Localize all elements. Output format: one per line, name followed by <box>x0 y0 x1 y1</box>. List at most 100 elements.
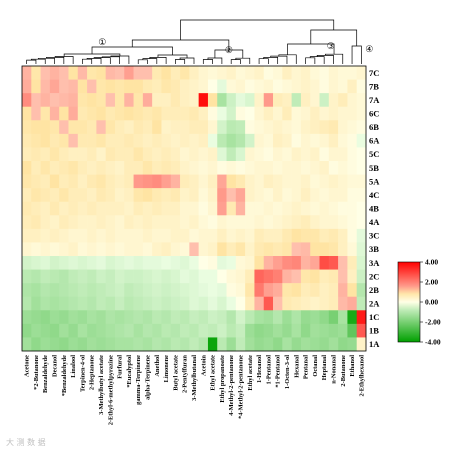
heatmap-cell <box>273 256 283 270</box>
heatmap-cell <box>68 147 79 162</box>
heatmap-cell <box>254 228 265 243</box>
heatmap-cell <box>31 161 41 175</box>
heatmap-border <box>21 65 367 352</box>
dendrogram-branch <box>179 57 195 64</box>
heatmap-cell <box>59 120 69 135</box>
dendrogram-branch <box>180 19 335 40</box>
column-label: 4-Methyl-2-pentanone <box>228 355 235 416</box>
heatmap-cell <box>59 215 69 230</box>
heatmap-cell <box>235 215 246 230</box>
dendrogram-branch <box>230 59 241 64</box>
heatmap-cell <box>273 188 283 203</box>
heatmap-cell <box>87 337 97 352</box>
column-label: Acetoin <box>200 355 207 376</box>
heatmap-cell <box>40 133 51 148</box>
heatmap-cell <box>310 269 320 284</box>
heatmap-cell <box>263 93 274 108</box>
heatmap-cell <box>68 310 79 325</box>
heatmap-cell <box>198 147 209 162</box>
heatmap-cell <box>59 133 69 148</box>
dendrogram-branch <box>131 39 230 50</box>
heatmap-cell <box>161 188 172 203</box>
heatmap-cell <box>59 310 69 325</box>
heatmap-cell <box>49 256 60 270</box>
heatmap-cell <box>87 201 97 216</box>
heatmap-cell <box>263 79 274 94</box>
dendrogram-branch <box>142 58 158 64</box>
heatmap-cell <box>328 106 339 121</box>
heatmap-cell <box>142 120 153 135</box>
heatmap-cell <box>319 201 330 216</box>
heatmap-cell <box>49 133 60 148</box>
heatmap-cell <box>87 256 97 270</box>
heatmap-cell <box>77 296 88 311</box>
heatmap-cell <box>114 66 125 80</box>
heatmap-cell <box>49 242 60 257</box>
heatmap-cell <box>356 310 367 325</box>
heatmap-cell <box>273 296 283 311</box>
heatmap-cell <box>356 228 367 243</box>
row-label: 2B <box>369 285 379 295</box>
heatmap-cell <box>273 201 283 216</box>
heatmap-cell <box>68 120 79 135</box>
heatmap-cell <box>347 337 358 352</box>
heatmap-cell <box>263 269 274 284</box>
heatmap-cell <box>40 256 51 270</box>
heatmap-cell <box>152 269 162 284</box>
heatmap-cell <box>338 242 348 257</box>
heatmap-cell <box>40 188 51 203</box>
heatmap-cell <box>207 215 218 230</box>
heatmap-cell <box>87 310 97 325</box>
heatmap-cell <box>189 296 199 311</box>
heatmap-cell <box>152 93 162 108</box>
heatmap-cell <box>105 106 116 121</box>
heatmap-cell <box>254 283 265 298</box>
heatmap-cell <box>291 228 302 243</box>
heatmap-cell <box>338 106 348 121</box>
column-label: Ethyl acetate <box>210 355 217 391</box>
heatmap-cell <box>235 296 246 311</box>
heatmap-cell <box>254 310 265 325</box>
column-labels: Acetone *2-Butanone Benzaldehyde Decanol *Be… <box>24 355 366 426</box>
heatmap-cell <box>170 188 181 203</box>
heatmap-cell <box>96 269 106 284</box>
cluster-label: ③ <box>327 41 335 51</box>
heatmap-cell <box>273 161 283 175</box>
heatmap-cell <box>49 310 60 325</box>
heatmap-cell <box>68 296 79 311</box>
heatmap-cell <box>217 133 227 148</box>
heatmap-cell <box>124 201 134 216</box>
heatmap-cell <box>235 310 246 325</box>
heatmap-cell <box>356 256 367 270</box>
heatmap-cell <box>161 269 172 284</box>
heatmap-cell <box>319 79 330 94</box>
heatmap-cell <box>114 188 125 203</box>
heatmap-cell <box>22 310 32 325</box>
row-label: 6C <box>369 109 379 119</box>
heatmap-cell <box>300 120 311 135</box>
heatmap-cell <box>300 310 311 325</box>
heatmap-cell <box>338 269 348 284</box>
heatmap-cell <box>96 242 106 257</box>
heatmap-cell <box>133 106 144 121</box>
heatmap-cell <box>291 256 302 270</box>
heatmap-cell <box>282 269 292 284</box>
heatmap-cell <box>77 242 88 257</box>
heatmap-cell <box>22 283 32 298</box>
heatmap-cell <box>87 106 97 121</box>
heatmap-cell <box>189 147 199 162</box>
heatmap-cell <box>263 188 274 203</box>
heatmap-cell <box>170 133 181 148</box>
heatmap-cell <box>49 215 60 230</box>
heatmap-cell <box>31 256 41 270</box>
heatmap-cell <box>180 242 190 257</box>
heatmap-cell <box>263 228 274 243</box>
heatmap-cell <box>87 242 97 257</box>
heatmap-cell <box>217 106 227 121</box>
heatmap-cell <box>235 242 246 257</box>
heatmap-cell <box>207 161 218 175</box>
heatmap-cell <box>300 215 311 230</box>
heatmap-cell <box>105 201 116 216</box>
heatmap-cell <box>217 283 227 298</box>
row-label: 7C <box>369 68 379 78</box>
